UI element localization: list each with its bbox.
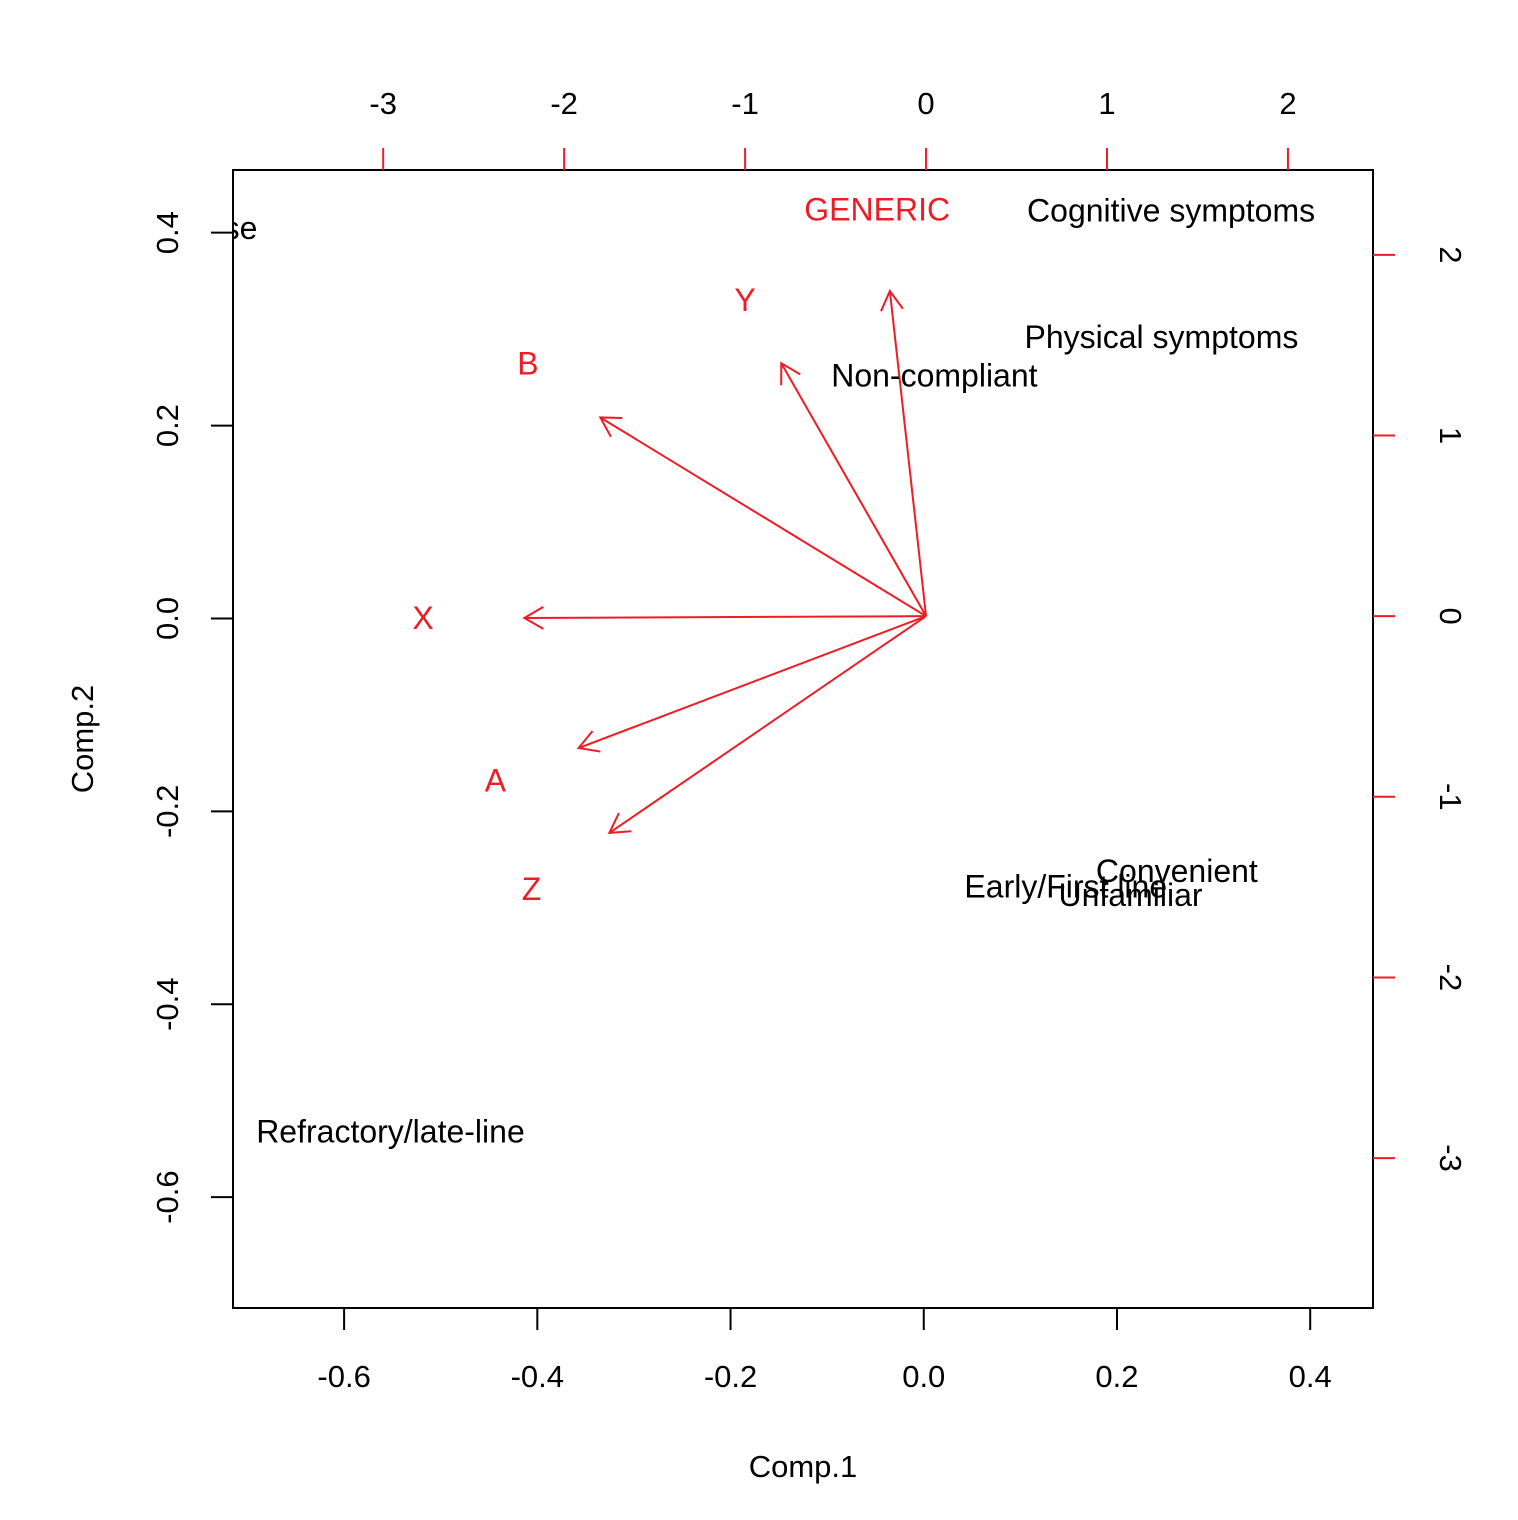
top-tick-label: -2	[550, 86, 578, 121]
score-label: General use	[83, 210, 257, 246]
score-label: Physical symptoms	[1025, 319, 1299, 355]
right-tick-label: 2	[1433, 246, 1468, 263]
loading-label: A	[485, 763, 507, 799]
loading-arrowhead	[780, 361, 801, 386]
y-tick-label: -0.4	[150, 978, 185, 1031]
y-tick-label: 0.2	[150, 404, 185, 447]
right-tick-label: -1	[1433, 783, 1468, 811]
score-label: Cognitive symptoms	[1027, 193, 1315, 229]
loading-arrowhead	[576, 730, 601, 753]
score-label: Unfamiliar	[1058, 877, 1202, 913]
top-tick-label: -3	[369, 86, 397, 121]
x-tick-label: -0.2	[704, 1359, 757, 1394]
plot-frame	[232, 169, 1374, 1309]
loading-arrowhead	[880, 289, 904, 312]
top-tick-label: 0	[917, 86, 934, 121]
loading-arrow	[599, 416, 927, 618]
loading-arrow	[888, 290, 928, 617]
loading-arrowhead	[598, 416, 623, 438]
right-tick-label: 1	[1433, 427, 1468, 444]
top-tick-label: 2	[1279, 86, 1296, 121]
y-tick-label: -0.2	[150, 785, 185, 838]
loading-label: Z	[522, 871, 542, 907]
score-label: Convenient	[1096, 853, 1258, 889]
right-tick-label: -3	[1433, 1144, 1468, 1172]
loading-label: B	[517, 345, 538, 381]
x-tick-label: 0.4	[1289, 1359, 1332, 1394]
loading-label: X	[412, 600, 433, 636]
x-tick-label: -0.6	[317, 1359, 370, 1394]
loading-label: GENERIC	[804, 192, 950, 228]
top-tick-label: -1	[731, 86, 759, 121]
loading-arrow	[578, 615, 927, 749]
loading-arrow	[780, 362, 927, 617]
right-tick-label: 0	[1433, 608, 1468, 625]
loading-label: Y	[734, 282, 755, 318]
score-label: Early/First line	[964, 869, 1167, 905]
x-tick-label: 0.0	[902, 1359, 945, 1394]
loading-arrowhead	[607, 812, 632, 835]
top-tick-label: 1	[1098, 86, 1115, 121]
score-label: Refractory/late-line	[256, 1114, 525, 1150]
score-label: Non-compliant	[831, 357, 1037, 393]
x-axis-title: Comp.1	[749, 1449, 858, 1484]
y-tick-label: 0.4	[150, 211, 185, 254]
loading-arrowhead	[522, 606, 544, 630]
y-tick-label: -0.6	[150, 1170, 185, 1223]
y-tick-label: 0.0	[150, 597, 185, 640]
right-tick-label: -2	[1433, 964, 1468, 992]
loading-arrow	[608, 615, 927, 834]
x-tick-label: -0.4	[511, 1359, 564, 1394]
loading-arrow	[524, 615, 927, 619]
y-axis-title: Comp.2	[65, 685, 100, 794]
x-tick-label: 0.2	[1095, 1359, 1138, 1394]
